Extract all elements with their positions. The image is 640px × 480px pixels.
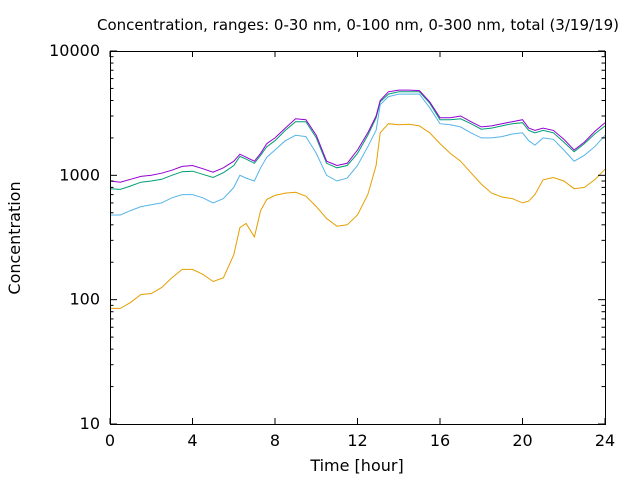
y-axis-label: Concentration [5,181,24,294]
x-tick-label: 4 [187,431,197,450]
y-tick-label: 1000 [59,165,100,184]
x-tick-label: 0 [105,431,115,450]
y-tick-label: 10 [80,414,100,433]
series-layer [109,89,606,309]
x-tick-label: 8 [270,431,280,450]
series-line-1 [110,123,606,309]
x-tick-label: 24 [595,431,615,450]
y-tick-label: 100 [69,290,100,309]
x-axis-label: Time [hour] [309,456,403,475]
x-tick-label: 16 [430,431,450,450]
tick-layer: 0 4 8 12 16 20 24 10 100 1000 10000 [49,41,615,450]
series-line-3 [109,91,606,190]
plot-frame [110,51,606,425]
chart-title: Concentration, ranges: 0-30 nm, 0-100 nm… [97,16,619,34]
x-tick-label: 20 [512,431,532,450]
series-line-4 [109,89,606,183]
x-tick-label: 12 [347,431,367,450]
series-line-2 [110,93,606,216]
y-tick-label: 10000 [49,41,100,60]
